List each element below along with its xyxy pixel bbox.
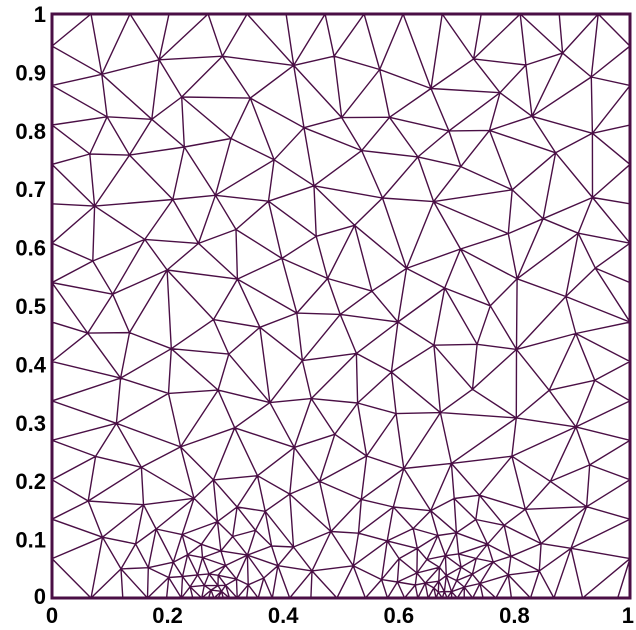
y-tick-label: 0.3 bbox=[15, 411, 46, 436]
y-tick-label: 0 bbox=[34, 584, 46, 609]
x-tick-label: 0.8 bbox=[499, 603, 530, 628]
y-tick-label: 0.9 bbox=[15, 60, 46, 85]
mesh-edge-path bbox=[52, 14, 630, 598]
x-tick-label: 0 bbox=[46, 603, 58, 628]
y-tick-label: 0.1 bbox=[15, 528, 46, 553]
x-tick-label: 0.6 bbox=[384, 603, 415, 628]
x-tick-label: 0.2 bbox=[152, 603, 183, 628]
y-tick-label: 0.6 bbox=[15, 236, 46, 261]
y-tick-label: 0.5 bbox=[15, 294, 46, 319]
plot-frame bbox=[50, 12, 632, 600]
y-tick-label: 0.7 bbox=[15, 177, 46, 202]
mesh-edges bbox=[52, 14, 630, 598]
y-axis-ticks: 0 0.1 0.2 0.3 0.4 0.5 0.6 0.7 0.8 0.9 1 bbox=[15, 2, 46, 609]
x-tick-label: 1 bbox=[622, 603, 634, 628]
x-tick-label: 0.4 bbox=[268, 603, 299, 628]
x-axis-ticks: 0 0.2 0.4 0.6 0.8 1 bbox=[46, 603, 634, 628]
y-tick-label: 1 bbox=[34, 2, 46, 27]
y-tick-label: 0.4 bbox=[15, 352, 46, 377]
y-tick-label: 0.2 bbox=[15, 469, 46, 494]
y-tick-label: 0.8 bbox=[15, 119, 46, 144]
